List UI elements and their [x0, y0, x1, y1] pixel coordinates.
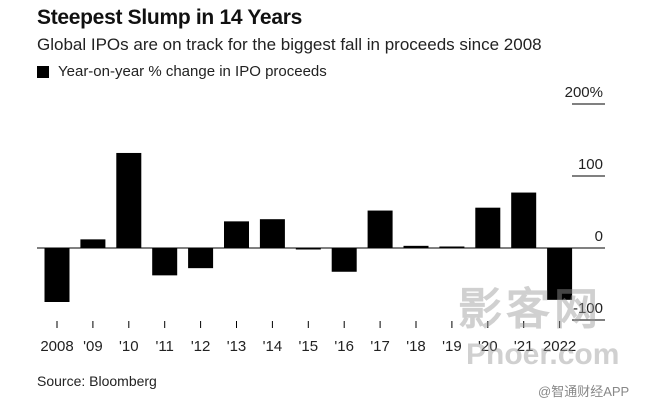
app-credit: @智通财经APP: [538, 384, 630, 399]
y-tick-label: 100: [578, 156, 603, 173]
x-tick-label: 2022: [543, 338, 576, 355]
bar: [475, 207, 501, 248]
watermark-logo: 影客网: [458, 285, 602, 334]
x-tick-label: 2008: [40, 338, 73, 355]
bar: [295, 248, 321, 250]
bar: [80, 239, 106, 248]
x-tick-label: '21: [514, 338, 534, 355]
bar: [403, 245, 429, 248]
chart-source: Source: Bloomberg: [37, 373, 157, 389]
x-tick-label: '11: [155, 338, 173, 355]
bar: [116, 152, 142, 248]
chart-subtitle: Global IPOs are on track for the biggest…: [37, 35, 542, 54]
x-tick-label: '09: [83, 338, 103, 355]
x-tick-label: '19: [442, 338, 462, 355]
chart-legend: Year-on-year % change in IPO proceeds: [37, 63, 327, 80]
y-tick-label: -100: [573, 300, 603, 317]
bar: [259, 219, 285, 248]
y-tick-label: 200%: [565, 84, 603, 101]
x-tick-label: '13: [227, 338, 247, 355]
bar: [152, 248, 178, 276]
bar: [547, 248, 573, 300]
bar: [44, 248, 70, 302]
legend-swatch: [37, 65, 49, 78]
x-tick-label: '14: [263, 338, 283, 355]
bar: [511, 192, 537, 248]
x-tick-label: '17: [370, 338, 390, 355]
x-tick-label: '20: [478, 338, 498, 355]
chart-title: Steepest Slump in 14 Years: [37, 6, 302, 29]
bar: [188, 248, 214, 269]
watermark-url: Phoer.com: [466, 338, 620, 371]
legend-label: Year-on-year % change in IPO proceeds: [58, 63, 327, 80]
x-tick-label: '12: [191, 338, 211, 355]
bar: [331, 248, 357, 272]
x-tick-label: '10: [119, 338, 139, 355]
x-tick-label: '15: [299, 338, 319, 355]
x-tick-label: '18: [406, 338, 426, 355]
x-tick-label: '16: [334, 338, 354, 355]
y-tick-label: 0: [595, 228, 603, 245]
bar: [224, 221, 249, 248]
bar: [367, 210, 393, 248]
bar: [439, 246, 465, 248]
